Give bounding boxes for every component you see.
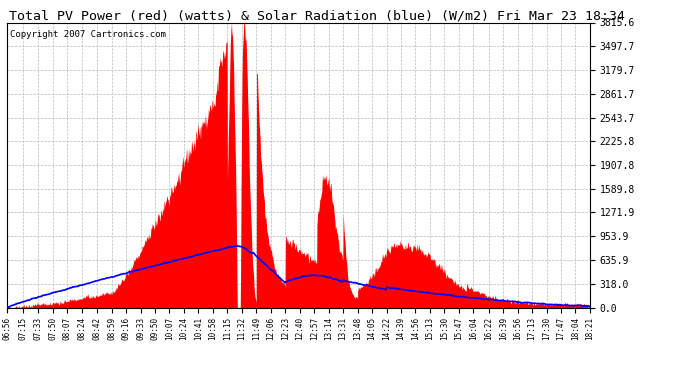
Text: Copyright 2007 Cartronics.com: Copyright 2007 Cartronics.com	[10, 30, 166, 39]
Text: Total PV Power (red) (watts) & Solar Radiation (blue) (W/m2) Fri Mar 23 18:34: Total PV Power (red) (watts) & Solar Rad…	[10, 9, 625, 22]
